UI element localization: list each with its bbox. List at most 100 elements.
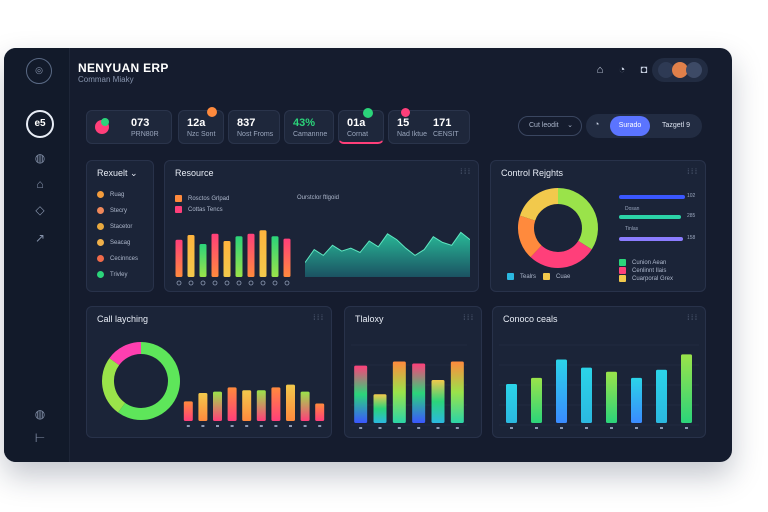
stat-card-group-1[interactable]: 073 PRN80R <box>86 110 172 144</box>
bar <box>556 359 567 423</box>
notification-dot <box>207 107 217 117</box>
panel-title: Call layching <box>97 314 149 324</box>
logout-icon[interactable]: ⊢ <box>34 431 46 445</box>
resource-bar <box>187 235 195 277</box>
bell-icon[interactable]: ◔ <box>618 64 626 76</box>
stat-label: PRN80R <box>131 131 159 138</box>
stat-value: 171 <box>433 117 452 129</box>
panel-title: Resource <box>175 168 214 178</box>
list-item[interactable]: Cecinnces <box>97 255 138 265</box>
bar <box>271 387 281 421</box>
control-bar <box>619 237 683 241</box>
panel-menu-icon[interactable]: ⁞ ⁞ ⁞ <box>463 315 473 322</box>
resource-tick <box>260 280 266 286</box>
x-tick <box>245 425 249 427</box>
x-tick <box>417 427 421 429</box>
donut-slice <box>518 215 542 258</box>
control-bar-value: 102 <box>687 193 696 199</box>
notification-dot <box>401 108 410 117</box>
stat-card[interactable]: 12a Nzc Sont <box>178 107 224 144</box>
chevron-down-icon: ⌄ <box>567 122 573 129</box>
legend-item: Cottas Tencs <box>175 206 223 216</box>
stat-card[interactable]: 43% Camannne <box>284 110 334 144</box>
home-icon[interactable]: ⌂ <box>36 177 44 191</box>
globe-icon[interactable]: ◍ <box>34 151 46 165</box>
x-tick <box>585 427 588 429</box>
bar <box>286 384 295 421</box>
resource-bar <box>211 233 219 277</box>
list-item[interactable]: Ruag <box>97 191 124 201</box>
stat-label: Nzc Sont <box>187 131 216 138</box>
bar <box>315 403 325 421</box>
resource-tick <box>212 280 218 286</box>
panel-menu-icon[interactable]: ⁞ ⁞ ⁞ <box>687 315 697 322</box>
bar <box>506 384 517 423</box>
tlaloxy-panel: Tlaloxy ⁞ ⁞ ⁞ <box>344 306 482 438</box>
resource-bar <box>259 230 267 277</box>
x-tick <box>259 425 263 427</box>
resource-area-line <box>305 231 470 263</box>
bar <box>681 354 692 423</box>
resource-bar <box>223 241 231 277</box>
stat-card[interactable]: 837 Nost Froms <box>228 110 280 144</box>
toggle-inactive-button[interactable]: Tazgetl 9 <box>661 122 691 129</box>
stat-label: Nost Froms <box>237 131 274 138</box>
resource-panel: Resource ⁞ ⁞ ⁞ Rosctos Grlpad Cottas Ten… <box>164 160 479 292</box>
resource-tick <box>224 280 230 286</box>
stat-card-active[interactable]: 01a Cornat <box>338 108 384 144</box>
bar <box>531 377 542 423</box>
bell-icon[interactable]: ◔ <box>594 119 600 129</box>
home-icon[interactable]: ⌂ <box>596 64 604 76</box>
panel-title: Rexuelt ⌄ <box>97 168 138 178</box>
panel-title: Control Rejghts <box>501 168 564 178</box>
legend-item: Rosctos Grlpad <box>175 195 229 205</box>
app-logo-icon[interactable]: ◎ <box>26 58 52 84</box>
stat-card-group-2[interactable]: 15 Nad Iktue 171 CENSIT <box>388 108 470 144</box>
call-bar-chart <box>183 384 325 427</box>
resource-bar-chart <box>175 230 291 286</box>
stat-value: 01a <box>347 117 366 129</box>
resource-tick <box>200 280 206 286</box>
chart-icon[interactable]: ↗ <box>34 231 46 245</box>
list-item[interactable]: Stecry <box>97 207 127 217</box>
x-tick <box>378 427 382 429</box>
list-item[interactable]: Stacetor <box>97 223 132 233</box>
panel-menu-icon[interactable]: ⁞ ⁞ ⁞ <box>460 169 470 176</box>
avatar[interactable] <box>672 62 688 78</box>
x-tick <box>660 427 663 429</box>
chat-icon[interactable]: ◘ <box>640 64 648 76</box>
list-item[interactable]: Trivley <box>97 271 127 281</box>
panel-menu-icon[interactable]: ⁞ ⁞ ⁞ <box>313 315 323 322</box>
avatar-secondary <box>686 62 702 78</box>
stat-value: 15 <box>397 117 410 129</box>
user-badge[interactable]: e5 <box>26 110 54 138</box>
legend-item: Cenlinnt Ilais <box>619 267 666 277</box>
list-item[interactable]: Seacag <box>97 239 130 249</box>
resource-tick <box>272 280 278 286</box>
bar <box>606 371 617 423</box>
view-toggle[interactable]: ◔ Surado Tazgetl 9 <box>586 114 702 138</box>
world-icon[interactable]: ◍ <box>34 407 46 421</box>
bar <box>242 390 252 421</box>
legend-item: Cuae <box>543 273 570 283</box>
stat-label: Nad Iktue <box>397 131 427 138</box>
panel-menu-icon[interactable]: ⁞ ⁞ ⁞ <box>687 169 697 176</box>
control-bar-label: Dosan <box>625 206 640 212</box>
resource-area <box>305 232 470 277</box>
stat-label: Cornat <box>347 131 369 138</box>
control-bar-value: 285 <box>687 213 696 219</box>
area-chart-title: Ourstclor ftlgoid <box>297 195 340 201</box>
x-tick <box>685 427 688 429</box>
bar <box>412 363 426 423</box>
user-menu[interactable] <box>652 58 708 82</box>
filter-dropdown[interactable]: Cut leodit ⌄ <box>518 116 582 136</box>
x-tick <box>359 427 363 429</box>
bar <box>373 394 387 423</box>
x-tick <box>201 425 205 427</box>
donut-slice <box>118 342 180 420</box>
stat-label: CENSIT <box>433 131 459 138</box>
call-donut-chart <box>102 342 180 420</box>
shield-icon[interactable]: ◇ <box>35 203 45 217</box>
donut-slice <box>557 188 598 250</box>
toggle-active-button[interactable]: Surado <box>610 116 650 136</box>
